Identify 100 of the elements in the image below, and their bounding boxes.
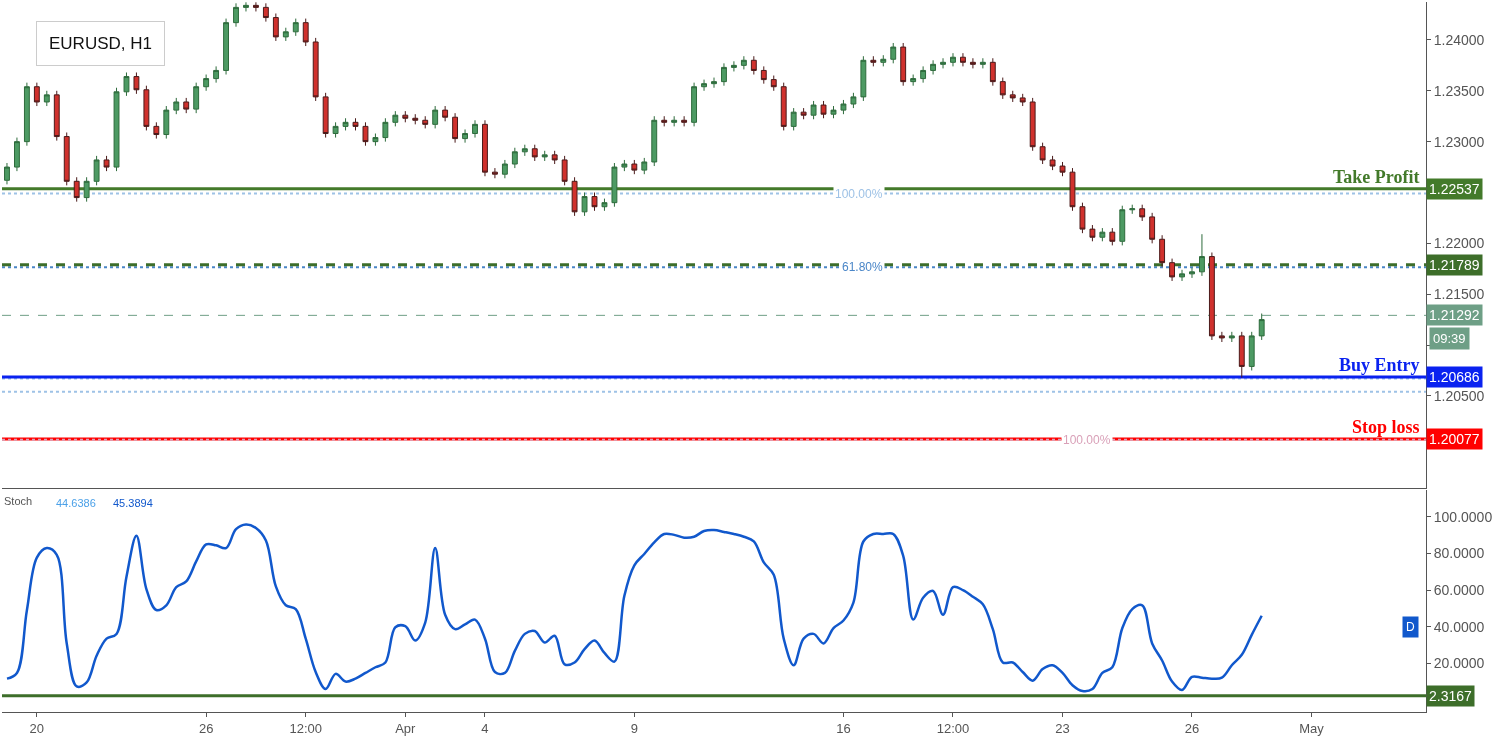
candlestick [452, 112, 459, 144]
candlestick [960, 52, 966, 67]
annotation: 100.00% [1063, 433, 1111, 447]
x-tick-label: Apr [395, 720, 417, 736]
candlestick [930, 59, 937, 76]
candlestick [491, 167, 498, 179]
x-tick-label: 9 [630, 720, 638, 736]
candlestick [133, 71, 140, 95]
y-tick-label: 1.22000 [1433, 235, 1485, 252]
x-tick-label: 26 [1184, 720, 1200, 736]
annotation: Buy Entry [1339, 355, 1420, 375]
candlestick [193, 82, 200, 114]
candlestick [402, 110, 409, 123]
y-tick-label: 60.0000 [1433, 581, 1485, 598]
ref-line-label: 1.22537 [1429, 181, 1480, 197]
ref-line-label: 1.20077 [1429, 431, 1480, 447]
candlestick [1208, 252, 1215, 341]
candlestick [392, 110, 399, 127]
candlestick [23, 82, 30, 147]
candlestick [352, 117, 359, 131]
candlestick [183, 97, 190, 114]
x-tick-label: 12:00 [936, 720, 970, 736]
candlestick [641, 157, 648, 175]
candlestick [1179, 269, 1185, 282]
candlestick [312, 37, 319, 102]
x-tick-label: 26 [198, 720, 214, 736]
candlestick [521, 144, 528, 157]
candlestick [442, 105, 449, 122]
y-tick-label: 20.0000 [1433, 655, 1485, 672]
candlestick [103, 155, 110, 172]
candlestick [701, 79, 707, 92]
annotation: Stop loss [1352, 417, 1420, 437]
candlestick [1129, 204, 1136, 215]
annotation: Take Profit [1333, 167, 1420, 187]
candlestick [1039, 142, 1046, 165]
candlestick [1169, 258, 1176, 282]
candlestick [591, 191, 598, 212]
x-tick-label: 20 [29, 720, 45, 736]
candlestick [272, 12, 279, 42]
candlestick [661, 115, 668, 127]
candlestick [113, 87, 120, 172]
ref-line-label: 1.21292 [1429, 307, 1480, 323]
candlestick [1159, 234, 1166, 268]
candlestick [1228, 331, 1235, 343]
annotation: 61.80% [842, 260, 884, 274]
candlestick [302, 18, 309, 47]
candlestick [362, 121, 369, 147]
candlestick [412, 113, 419, 125]
candlestick [1089, 224, 1096, 242]
candlestick [581, 191, 588, 217]
candlestick [382, 117, 389, 143]
candlestick [760, 65, 767, 85]
candlestick [920, 65, 927, 84]
candlestick [332, 121, 339, 139]
candlestick [93, 155, 100, 186]
candlestick [860, 55, 867, 102]
candlestick [33, 82, 40, 107]
candlestick [472, 119, 478, 139]
candlestick [611, 162, 618, 208]
candlestick [571, 176, 578, 217]
candlestick [740, 55, 747, 70]
candlestick [780, 82, 787, 131]
ref-line-label: 1.20686 [1429, 369, 1480, 385]
candlestick [651, 115, 658, 167]
candlestick [43, 90, 50, 107]
candlestick [511, 147, 518, 169]
candlestick [163, 105, 170, 140]
candlestick [1238, 331, 1245, 379]
line-series [5, 523, 1263, 693]
candlestick [721, 62, 727, 87]
candlestick [631, 159, 638, 175]
candlestick [1019, 93, 1026, 107]
candlestick [73, 176, 80, 203]
text: EURUSD, H1 [49, 34, 152, 53]
y-tick-label: 100.0000 [1433, 508, 1493, 525]
candlestick [810, 100, 817, 120]
x-tick-label: 23 [1055, 720, 1070, 736]
candlestick [123, 71, 130, 97]
candlestick [342, 117, 349, 131]
candlestick [422, 115, 429, 129]
candlestick [143, 85, 150, 131]
candlestick [1069, 167, 1076, 212]
candlestick [372, 133, 379, 147]
y-tick-label: 1.24000 [1433, 31, 1485, 48]
candlestick [750, 55, 757, 76]
ref-line-label: 2.3167 [1429, 688, 1473, 704]
candlestick [950, 52, 956, 67]
candlestick [1258, 313, 1265, 341]
y-tick-label: 1.20500 [1433, 387, 1485, 404]
candlestick [1029, 97, 1036, 152]
candlestick [53, 90, 60, 142]
x-tick-label: 12:00 [289, 720, 322, 736]
candlestick [223, 18, 229, 76]
candlestick [153, 121, 160, 140]
candlestick [969, 57, 976, 69]
candlestick [850, 92, 857, 109]
annotation: 45.3894 [113, 497, 153, 509]
candlestick [820, 100, 827, 119]
annotation: 44.6386 [56, 497, 96, 509]
annotation: 100.00% [835, 187, 883, 201]
